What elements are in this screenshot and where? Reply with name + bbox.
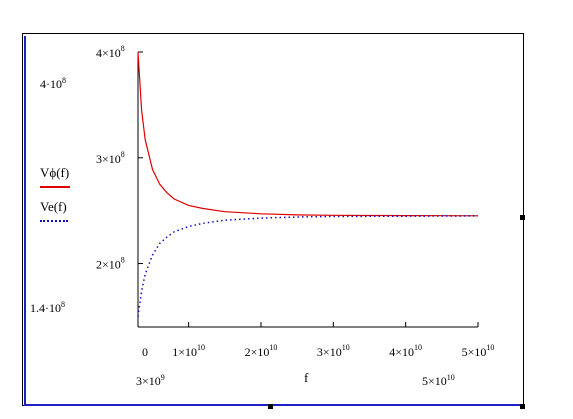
x-limit-right-exp: 10 (446, 373, 455, 382)
x-limit-left-label[interactable]: 3×109 (136, 373, 165, 389)
series-ve-line (137, 215, 479, 317)
legend-label-vphi: Vϕ(f) (40, 165, 70, 180)
x-tick-label-0: 0 (142, 345, 148, 359)
y-limit-bottom-label[interactable]: 1.4·108 (30, 300, 65, 316)
y-limit-top-label[interactable]: 4·108 (40, 76, 66, 92)
series-vphi-line (137, 51, 479, 217)
resize-handle-bottom[interactable] (268, 404, 273, 409)
y-tick-label-0: 4×108 (96, 44, 125, 60)
y-tick-label-1: 3×108 (96, 150, 125, 166)
legend-entry-ve[interactable]: Ve(f) (40, 199, 67, 215)
x-limit-left-base: 3×10 (136, 374, 161, 388)
x-axis-title: f (304, 370, 309, 385)
plot-bottom-border (24, 404, 524, 406)
x-tick-label-5: 5×1010 (462, 343, 495, 359)
x-tick-label-2: 2×1010 (245, 343, 278, 359)
y-limit-bottom-base: 1.4·10 (30, 301, 61, 315)
x-limit-right-label[interactable]: 5×1010 (422, 373, 455, 389)
x-tick-label-1: 1×1010 (172, 343, 205, 359)
y-tick-label-2: 2×108 (96, 256, 125, 272)
x-limit-right-base: 5×10 (422, 374, 447, 388)
y-limit-bottom-exp: 8 (61, 300, 65, 309)
x-tick-label-4: 4×1010 (389, 343, 422, 359)
plot-left-border (24, 36, 26, 406)
legend-swatch-ve (40, 220, 68, 222)
x-tick-label-3: 3×1010 (317, 343, 350, 359)
legend-entry-vphi[interactable]: Vϕ(f) (40, 165, 69, 181)
legend-label-ve: Ve(f) (40, 199, 67, 214)
x-limit-left-exp: 9 (160, 373, 165, 382)
resize-handle-corner[interactable] (520, 404, 525, 409)
y-limit-top-base: 4·10 (40, 77, 62, 91)
y-limit-top-exp: 8 (62, 76, 66, 85)
resize-handle-right[interactable] (520, 215, 525, 220)
legend-swatch-vphi (40, 186, 70, 188)
